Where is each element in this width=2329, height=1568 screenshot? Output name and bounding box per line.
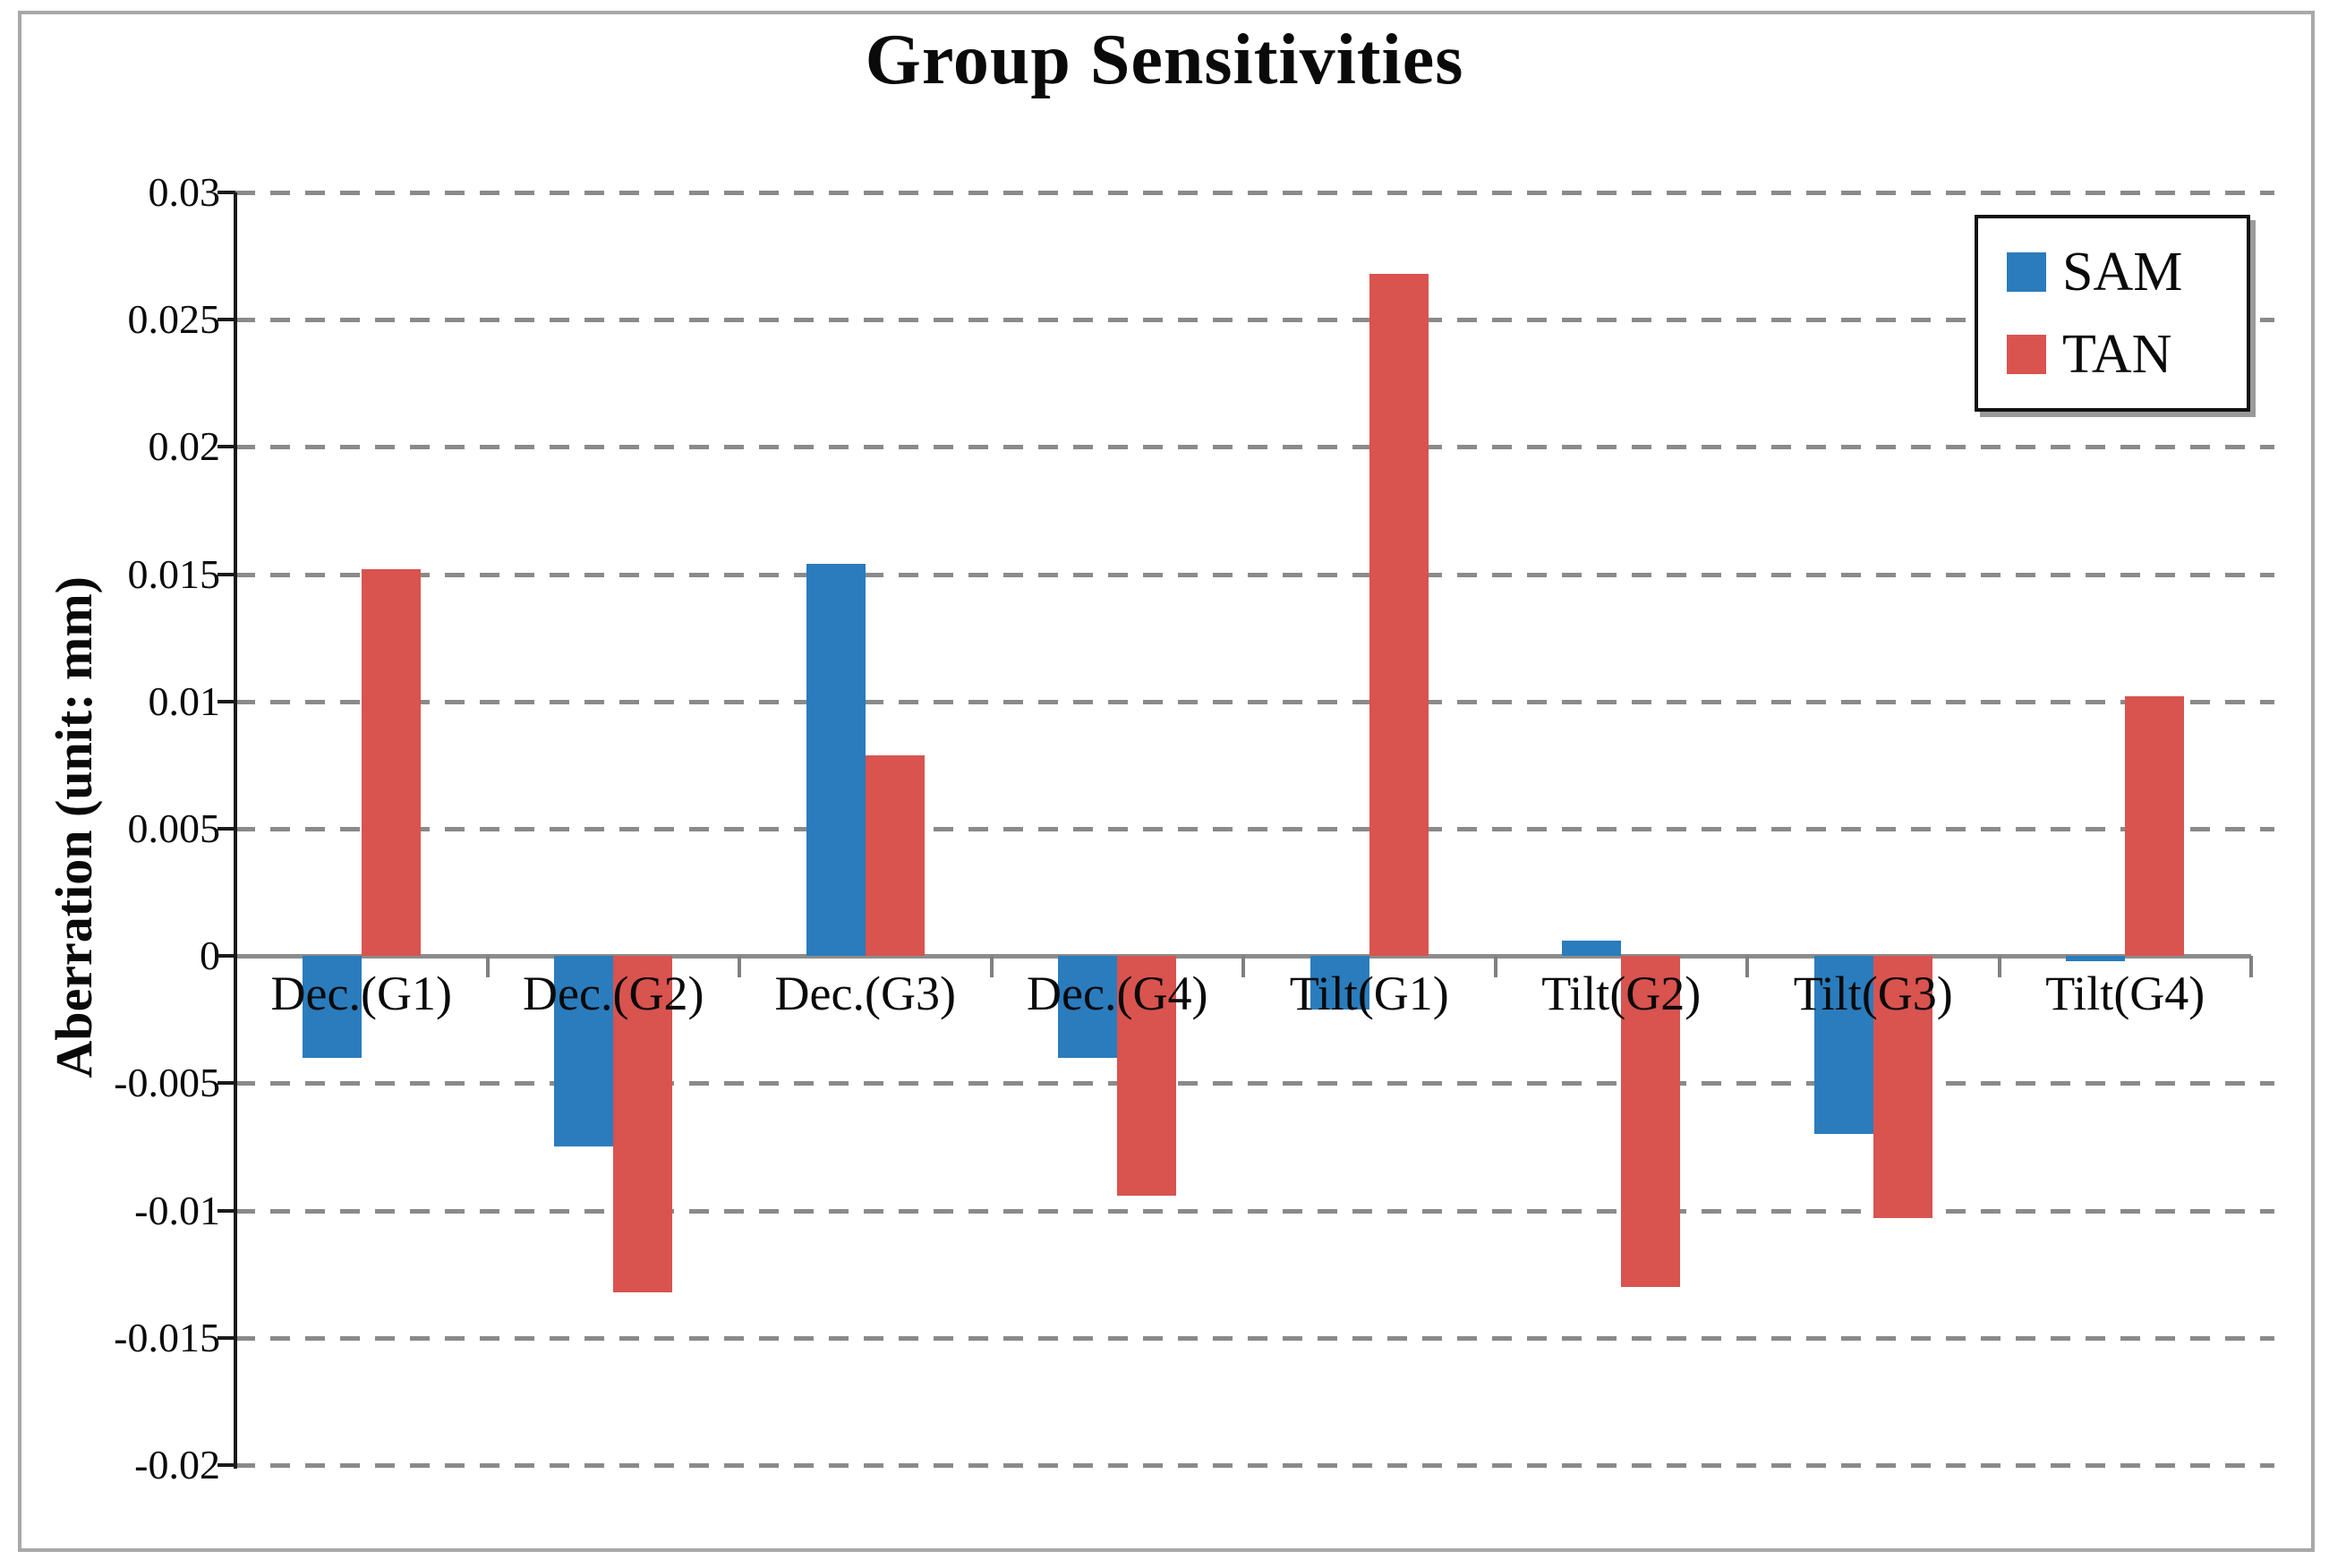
y-axis-line <box>234 192 237 1469</box>
y-tick-label: 0.01 <box>148 677 221 724</box>
x-category-label: Dec.(G3) <box>774 967 956 1021</box>
x-category-label: Tilt(G4) <box>2045 967 2205 1021</box>
bar-tan-7 <box>2125 696 2185 957</box>
y-tick-mark <box>218 827 235 831</box>
gridline <box>235 1335 2274 1341</box>
bar-sam-4 <box>1310 956 1369 1010</box>
legend: SAM TAN <box>1975 215 2250 412</box>
y-tick-mark <box>218 1335 235 1340</box>
x-axis-tick <box>1997 956 2001 978</box>
bar-tan-0 <box>361 568 421 957</box>
x-axis-tick <box>1493 956 1497 978</box>
y-tick-mark <box>218 445 235 449</box>
chart-title: Group Sensitivities <box>865 21 1464 99</box>
x-category-label: Dec.(G2) <box>523 967 704 1021</box>
y-tick-label: -0.01 <box>134 1187 220 1233</box>
gridline <box>235 699 2274 704</box>
y-tick-mark <box>218 191 235 194</box>
y-tick-label: -0.005 <box>114 1060 220 1106</box>
gridline <box>235 1463 2274 1468</box>
gridline <box>235 318 2274 323</box>
legend-item-tan: TAN <box>1978 327 2247 382</box>
y-tick-label: 0.005 <box>127 805 221 851</box>
y-tick-label: 0.015 <box>127 550 221 597</box>
x-category-label: Tilt(G1) <box>1289 967 1449 1021</box>
y-tick-mark <box>218 572 235 576</box>
x-category-label: Tilt(G3) <box>1793 967 1953 1021</box>
y-tick-mark <box>218 1463 235 1467</box>
y-tick-mark <box>218 1081 235 1086</box>
y-tick-label: 0 <box>200 933 220 979</box>
bar-tan-4 <box>1369 274 1429 957</box>
legend-item-sam: SAM <box>1978 244 2247 300</box>
gridline <box>235 445 2274 450</box>
gridline <box>235 1208 2274 1214</box>
x-axis-tick <box>2249 956 2253 978</box>
bar-sam-3 <box>1058 956 1118 1058</box>
gridline <box>235 191 2274 195</box>
y-tick-label: -0.015 <box>114 1314 220 1360</box>
x-category-label: Tilt(G2) <box>1541 967 1702 1021</box>
bar-tan-5 <box>1621 956 1681 1287</box>
bar-sam-7 <box>2066 956 2126 961</box>
y-axis-title: Aberration (unit: mm) <box>20 43 127 1568</box>
bar-sam-5 <box>1562 941 1622 957</box>
y-tick-mark <box>218 699 235 703</box>
y-tick-mark <box>218 1208 235 1213</box>
bar-tan-2 <box>865 754 925 957</box>
gridline <box>235 572 2274 577</box>
x-axis-tick <box>989 956 994 978</box>
x-axis-tick <box>738 956 741 978</box>
legend-label-tan: TAN <box>2062 323 2172 385</box>
y-tick-label: 0.02 <box>148 423 221 470</box>
gridline <box>235 827 2274 831</box>
y-tick-mark <box>218 318 235 322</box>
bar-tan-1 <box>613 956 673 1292</box>
legend-swatch-tan <box>2007 334 2046 374</box>
legend-swatch-sam <box>2007 252 2046 293</box>
bar-sam-0 <box>302 956 362 1058</box>
y-tick-label: -0.02 <box>134 1442 220 1487</box>
bar-tan-3 <box>1117 956 1177 1196</box>
y-tick-label: 0.025 <box>127 296 221 343</box>
y-tick-label: 0.03 <box>148 169 221 215</box>
bar-sam-6 <box>1813 956 1873 1135</box>
bar-tan-6 <box>1873 956 1932 1219</box>
x-category-label: Dec.(G1) <box>270 967 452 1021</box>
x-axis-tick <box>1241 956 1245 978</box>
legend-label-sam: SAM <box>2062 242 2183 303</box>
gridline <box>235 1081 2274 1087</box>
x-axis-tick <box>1745 956 1749 978</box>
x-axis-tick <box>485 956 490 978</box>
y-axis-title-text: Aberration (unit: mm) <box>44 575 103 1078</box>
bar-sam-2 <box>806 564 866 957</box>
x-category-label: Dec.(G4) <box>1027 967 1208 1021</box>
bar-sam-1 <box>554 956 614 1147</box>
y-tick-mark <box>218 954 235 959</box>
